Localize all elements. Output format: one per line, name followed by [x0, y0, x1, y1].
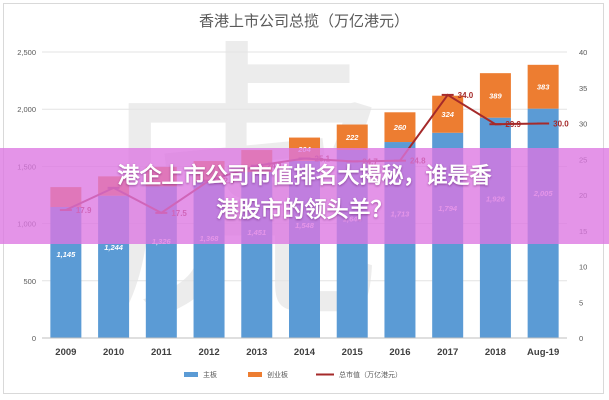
data-label-gem: 260 — [393, 123, 407, 132]
y-left-tick-label: 2,000 — [17, 105, 36, 114]
x-tick-label: 2014 — [294, 347, 316, 358]
bar-gem — [527, 64, 559, 109]
data-label-total: 30.0 — [553, 120, 569, 129]
x-tick-label: 2010 — [103, 347, 124, 358]
data-label-main-board: 1,145 — [56, 250, 76, 259]
headline-text: 港企上市公司市值排名大揭秘，谁是香 港股市的领头羊？ — [0, 160, 609, 228]
y-right-tick-label: 35 — [579, 84, 587, 93]
data-label-gem: 222 — [345, 133, 359, 142]
legend-label: 主板 — [203, 370, 217, 379]
legend-swatch — [248, 372, 262, 377]
x-tick-label: 2009 — [55, 347, 76, 358]
y-right-tick-label: 40 — [579, 48, 587, 57]
data-label-total: 34.0 — [458, 91, 474, 100]
y-right-tick-label: 30 — [579, 120, 587, 129]
y-right-tick-label: 10 — [579, 263, 587, 272]
x-tick-label: 2018 — [485, 347, 506, 358]
x-tick-label: 2016 — [389, 347, 410, 358]
x-tick-label: 2012 — [198, 347, 219, 358]
y-left-tick-label: 500 — [23, 277, 36, 286]
headline-line-1: 港企上市公司市值排名大揭秘，谁是香 — [117, 164, 492, 189]
chart-title: 香港上市公司总揽（万亿港元） — [199, 12, 409, 30]
x-tick-label: 2015 — [342, 347, 364, 358]
bar-gem — [479, 73, 511, 118]
y-left-tick-label: 0 — [32, 334, 36, 343]
bar-gem — [384, 112, 416, 143]
bar-gem — [336, 124, 368, 150]
y-right-tick-label: 5 — [579, 298, 583, 307]
legend-label: 创业板 — [267, 370, 288, 379]
legend-label: 总市值（万亿港元） — [339, 370, 402, 379]
y-right-tick-label: 0 — [579, 334, 583, 343]
legend-swatch — [184, 372, 198, 377]
data-label-gem: 383 — [537, 83, 550, 92]
x-tick-label: 2017 — [437, 347, 458, 358]
headline-line-2: 港股市的领头羊？ — [216, 198, 393, 223]
data-label-gem: 389 — [489, 91, 502, 100]
y-left-tick-label: 2,500 — [17, 48, 36, 57]
headline-banner — [0, 148, 609, 244]
x-tick-label: Aug-19 — [527, 347, 559, 358]
data-label-gem: 324 — [441, 110, 454, 119]
x-tick-label: 2011 — [151, 347, 172, 358]
data-label-total: 29.9 — [505, 120, 521, 129]
x-tick-label: 2013 — [246, 347, 267, 358]
data-label-main-board: 1,244 — [104, 243, 124, 252]
